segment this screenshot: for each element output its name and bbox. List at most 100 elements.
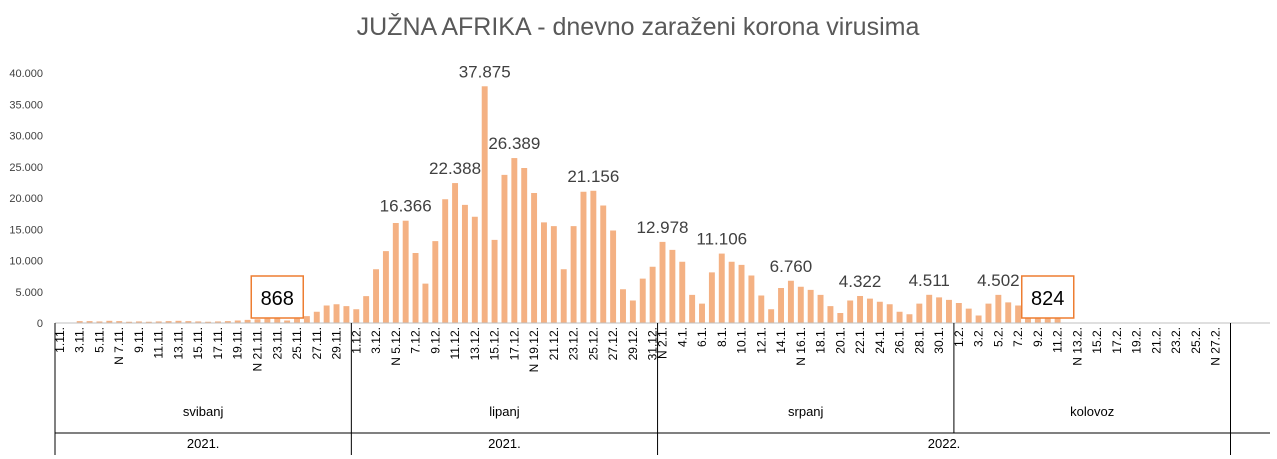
bar [886, 304, 893, 323]
bar [422, 283, 429, 323]
bar [550, 226, 557, 323]
bar [866, 298, 873, 323]
y-tick-label: 15.000 [9, 224, 43, 236]
bar [708, 272, 715, 323]
bar [215, 321, 221, 323]
bar [847, 300, 854, 323]
data-label: 16.366 [380, 197, 432, 216]
x-tick-label: 27.11. [310, 327, 324, 359]
bar [827, 306, 834, 323]
bar [511, 158, 518, 323]
bar [195, 321, 202, 323]
y-axis: 0 5.000 10.000 15.000 20.000 25.000 30.000 35.0… [9, 68, 43, 330]
bar [679, 261, 686, 323]
data-labels: 16.366 22.388 37.875 26.389 21.156 12.978 11.1… [250, 62, 1075, 319]
x-tick-label: 10.1. [735, 327, 749, 354]
bar [1044, 317, 1051, 323]
y-tick-label: 35.000 [9, 99, 43, 111]
x-tick-label: 3.2. [972, 327, 986, 347]
label-box [1020, 275, 1075, 319]
x-tick-label: 26.1. [893, 327, 907, 354]
year-label: 2022. [928, 436, 961, 451]
x-axis: 1.11. 3.11. 5.11. N 7.11. 9.11. 11.11. 13.11. 1… [53, 322, 1270, 372]
bar [284, 320, 291, 323]
y-tick-label: 40.000 [9, 68, 43, 80]
label-box [250, 275, 305, 319]
data-label: 21.156 [567, 167, 619, 186]
chart-title: JUŽNA AFRIKA - dnevno zaraženi korona vi… [357, 12, 920, 41]
bar [620, 289, 626, 323]
bar [758, 295, 765, 323]
x-tick-label: 4.1. [675, 327, 689, 347]
bar [442, 199, 449, 323]
x-tick-label: 17.2. [1110, 327, 1124, 354]
x-tick-label: N 21.11. [251, 327, 265, 371]
bar [748, 275, 755, 323]
bar [392, 223, 399, 323]
boxed-data-label: 824 [1020, 275, 1075, 319]
data-label: 37.875 [459, 62, 511, 81]
bar [896, 311, 903, 323]
bar [343, 306, 350, 323]
data-label: 26.389 [488, 134, 540, 153]
bar [857, 295, 864, 323]
bar [560, 269, 567, 323]
x-tick-label: 29.12. [626, 327, 640, 360]
bar [639, 278, 646, 323]
bar [264, 318, 271, 323]
bar [728, 261, 735, 323]
x-tick-label: 6.1. [695, 327, 709, 347]
bar [323, 305, 330, 323]
bar [995, 294, 1002, 323]
x-tick-label: 23.2. [1169, 327, 1183, 354]
bar [234, 320, 241, 323]
bar [570, 226, 577, 323]
data-label: 868 [261, 288, 294, 310]
x-tick-label: 25.2. [1189, 327, 1203, 354]
bar [491, 239, 498, 323]
bar [501, 174, 508, 323]
x-tick-label: 9.11. [132, 327, 146, 353]
x-tick-label: 1.11. [53, 327, 67, 353]
year-label: 2021. [187, 436, 220, 451]
x-tick-label: 18.1. [814, 327, 828, 354]
bar [699, 303, 705, 323]
month-label: srpanj [788, 404, 824, 419]
bar [175, 320, 182, 323]
x-tick-label: 15.11. [191, 327, 205, 359]
bar [1015, 305, 1022, 323]
x-tick-label: 17.12. [507, 327, 521, 360]
x-tick-label: 25.12. [586, 327, 600, 360]
bar [768, 309, 775, 323]
x-tick-label: N 5.12. [389, 327, 403, 366]
x-tick-label: 19.11. [231, 327, 245, 359]
month-label: kolovoz [1070, 404, 1114, 419]
bar [452, 183, 459, 323]
data-label: 4.511 [909, 271, 950, 290]
bar [136, 321, 142, 323]
bar [126, 321, 133, 323]
bar [116, 321, 123, 323]
bar [165, 321, 172, 323]
x-tick-label: 3.12. [369, 327, 383, 354]
bar [254, 319, 261, 323]
bar [718, 253, 725, 323]
bar [224, 321, 231, 323]
bar [926, 294, 933, 323]
bar [1054, 318, 1061, 323]
y-tick-label: 30.000 [9, 131, 43, 143]
bar [86, 321, 93, 323]
boxed-data-label: 868 [250, 275, 305, 319]
bar [817, 294, 824, 323]
y-tick-label: 0 [37, 318, 43, 330]
x-tick-label: N 16.1. [794, 327, 808, 366]
bar [76, 321, 83, 323]
x-tick-label: 7.2. [1011, 327, 1025, 347]
x-tick-label: 3.11. [73, 327, 87, 353]
x-tick-label: 11.12. [448, 327, 462, 359]
x-tick-label: 15.12. [488, 327, 502, 360]
x-tick-label: N 27.2. [1209, 327, 1223, 366]
bar [965, 308, 972, 323]
y-tick-label: 20.000 [9, 193, 43, 205]
bar [689, 294, 696, 323]
